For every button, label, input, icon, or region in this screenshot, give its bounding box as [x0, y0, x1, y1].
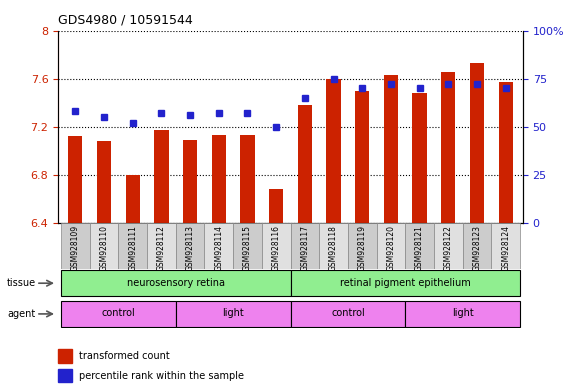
Text: GSM928121: GSM928121 — [415, 225, 424, 271]
Text: control: control — [331, 308, 365, 318]
Bar — [441, 71, 456, 223]
Bar — [119, 223, 147, 269]
Bar — [355, 91, 370, 223]
Bar — [58, 349, 72, 363]
Bar — [125, 175, 140, 223]
Text: GSM928113: GSM928113 — [185, 225, 195, 271]
Bar — [233, 223, 262, 269]
Text: neurosensory retina: neurosensory retina — [127, 278, 225, 288]
Bar — [58, 369, 72, 382]
Text: GSM928120: GSM928120 — [386, 225, 396, 271]
Bar — [97, 141, 111, 223]
Bar — [290, 223, 319, 269]
Text: GSM928123: GSM928123 — [472, 225, 482, 271]
Bar — [383, 75, 398, 223]
Bar — [154, 130, 168, 223]
Bar — [498, 82, 513, 223]
Bar — [406, 301, 520, 327]
Bar — [211, 135, 226, 223]
Bar — [492, 223, 520, 269]
Bar — [269, 189, 284, 223]
Bar — [327, 79, 340, 223]
Bar — [290, 270, 520, 296]
Bar — [297, 105, 312, 223]
Bar — [434, 223, 462, 269]
Text: GDS4980 / 10591544: GDS4980 / 10591544 — [58, 13, 193, 26]
Bar — [61, 301, 175, 327]
Bar — [348, 223, 376, 269]
Text: GSM928116: GSM928116 — [272, 225, 281, 271]
Text: GSM928111: GSM928111 — [128, 225, 137, 271]
Bar — [462, 223, 492, 269]
Bar — [470, 63, 484, 223]
Text: GSM928109: GSM928109 — [71, 225, 80, 271]
Bar — [175, 223, 205, 269]
Text: transformed count: transformed count — [79, 351, 170, 361]
Bar — [319, 223, 348, 269]
Bar — [68, 136, 83, 223]
Text: light: light — [452, 308, 474, 318]
Text: GSM928114: GSM928114 — [214, 225, 223, 271]
Bar — [61, 270, 290, 296]
Bar — [376, 223, 406, 269]
Text: GSM928122: GSM928122 — [444, 225, 453, 271]
Text: GSM928110: GSM928110 — [99, 225, 109, 271]
Bar — [183, 140, 198, 223]
Bar — [406, 223, 434, 269]
Bar — [413, 93, 427, 223]
Bar — [262, 223, 290, 269]
Bar — [61, 223, 89, 269]
Text: light: light — [223, 308, 244, 318]
Bar — [205, 223, 233, 269]
Text: retinal pigment epithelium: retinal pigment epithelium — [340, 278, 471, 288]
Text: GSM928112: GSM928112 — [157, 225, 166, 271]
Text: control: control — [102, 308, 135, 318]
Text: GSM928124: GSM928124 — [501, 225, 510, 271]
Text: GSM928115: GSM928115 — [243, 225, 252, 271]
Bar — [147, 223, 175, 269]
Text: tissue: tissue — [7, 278, 36, 288]
Bar — [290, 301, 406, 327]
Bar — [175, 301, 290, 327]
Text: GSM928117: GSM928117 — [300, 225, 309, 271]
Text: percentile rank within the sample: percentile rank within the sample — [79, 371, 244, 381]
Bar — [89, 223, 119, 269]
Text: agent: agent — [7, 309, 35, 319]
Bar — [241, 135, 254, 223]
Text: GSM928118: GSM928118 — [329, 225, 338, 271]
Text: GSM928119: GSM928119 — [358, 225, 367, 271]
